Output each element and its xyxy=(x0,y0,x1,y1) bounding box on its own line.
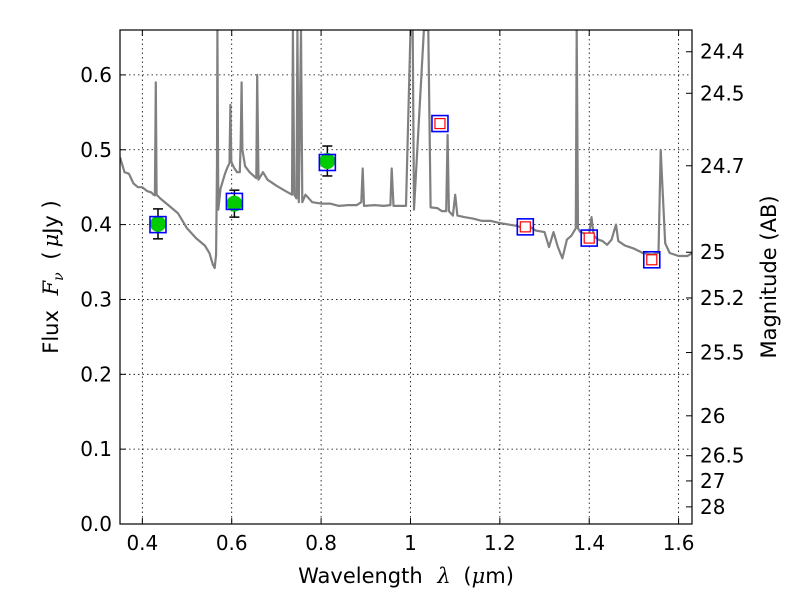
magnitude-tick-label: 25.2 xyxy=(700,286,745,310)
predicted-photometry-marker xyxy=(519,221,531,233)
magnitude-tick-label: 26.5 xyxy=(700,444,745,468)
x-tick-label: 1.4 xyxy=(573,531,605,555)
y-tick-label: 0.0 xyxy=(80,512,112,536)
plot-frame xyxy=(119,29,693,525)
x-tick-label: 1 xyxy=(404,531,417,555)
y-tick-label: 0.4 xyxy=(80,213,112,237)
predicted-photometry-marker xyxy=(434,117,446,130)
x-tick-label: 1.6 xyxy=(663,531,695,555)
predicted-photometry-marker xyxy=(583,232,595,244)
predicted-photometry-marker xyxy=(646,254,658,266)
observed-point xyxy=(226,195,243,212)
predicted-photometry-box xyxy=(642,250,661,269)
y-tick-label: 0.5 xyxy=(80,138,112,162)
y-axis-ticks: 0.0 0.1 0.2 0.3 0.4 0.5 0.6 xyxy=(80,63,126,536)
predicted-photometry-box xyxy=(431,114,449,133)
plot-background xyxy=(120,30,692,524)
magnitude-tick-label: 24.7 xyxy=(700,154,745,178)
magnitude-tick-label: 27 xyxy=(700,469,725,493)
magnitude-axis-label: Magnitude (AB) xyxy=(757,195,781,358)
x-tick-label: 1.2 xyxy=(484,531,516,555)
x-axis-label: Wavelength λ (μm) xyxy=(298,564,514,588)
y-tick-label: 0.6 xyxy=(80,63,112,87)
predicted-photometry-box xyxy=(516,218,535,236)
magnitude-tick-label: 24.4 xyxy=(700,40,745,64)
y-tick-label: 0.1 xyxy=(80,437,112,461)
magnitude-tick-label: 25 xyxy=(700,240,725,264)
magnitude-tick-label: 28 xyxy=(700,495,725,519)
x-tick-label: 0.4 xyxy=(126,531,158,555)
photometry-boxes-group xyxy=(149,114,661,269)
y-tick-label: 0.3 xyxy=(80,287,112,311)
magnitude-tick-label: 24.5 xyxy=(700,81,745,105)
magnitude-tick-label: 26 xyxy=(700,404,725,428)
observed-point xyxy=(319,152,336,169)
x-axis-ticks: 0.4 0.6 0.8 1 1.2 1.4 1.6 xyxy=(126,30,695,555)
y-tick-label: 0.2 xyxy=(80,362,112,386)
magnitude-tick-label: 25.5 xyxy=(700,341,745,365)
model-photometry-box xyxy=(225,192,244,211)
y-axis-label: Flux Fν (μJy ) xyxy=(39,200,68,353)
observed-point xyxy=(149,215,166,232)
predicted-photometry-box xyxy=(580,229,599,247)
model-photometry-box xyxy=(318,153,337,172)
x-tick-label: 0.6 xyxy=(216,531,248,555)
model-photometry-box xyxy=(149,215,167,234)
x-tick-label: 0.8 xyxy=(305,531,337,555)
observed-points-group xyxy=(149,145,336,240)
